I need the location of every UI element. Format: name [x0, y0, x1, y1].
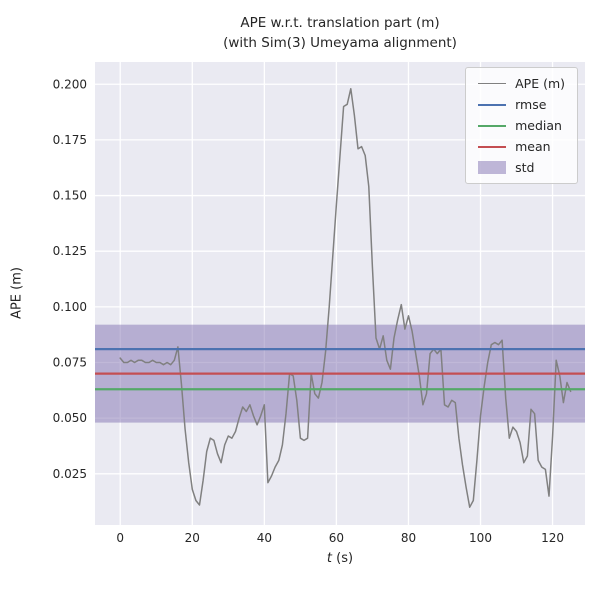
legend-label: median [515, 118, 562, 133]
y-tick-label: 0.050 [53, 411, 87, 425]
x-tick-label: 80 [401, 531, 416, 545]
legend-item-median: median [478, 118, 565, 133]
y-tick-label: 0.150 [53, 189, 87, 203]
legend-item-mean: mean [478, 139, 565, 154]
y-tick-label: 0.025 [53, 467, 87, 481]
y-tick-label: 0.125 [53, 244, 87, 258]
y-tick-label: 0.175 [53, 133, 87, 147]
chart-subtitle: (with Sim(3) Umeyama alignment) [223, 35, 457, 52]
legend-label: rmse [515, 97, 547, 112]
y-tick-label: 0.200 [53, 77, 87, 91]
x-tick-label: 0 [116, 531, 124, 545]
legend-label: mean [515, 139, 551, 154]
legend-label: std [515, 160, 535, 175]
x-axis-label-unit: (s) [332, 551, 354, 566]
y-tick-label: 0.075 [53, 356, 87, 370]
legend-item-ape-m: APE (m) [478, 76, 565, 91]
ape-line [119, 87, 572, 508]
x-tick-label: 100 [469, 531, 492, 545]
legend-swatch-band [478, 161, 507, 174]
y-axis-label: APE (m) [9, 267, 25, 319]
legend-label: APE (m) [515, 76, 565, 91]
legend: APE (m) rmse median mean std [465, 67, 578, 184]
legend-swatch-line [478, 103, 507, 106]
x-tick-label: 120 [541, 531, 564, 545]
legend-swatch-line [478, 83, 507, 84]
chart-title-block: APE w.r.t. translation part (m) (with Si… [95, 13, 585, 54]
legend-item-rmse: rmse [478, 97, 565, 112]
legend-item-std: std [478, 160, 565, 175]
legend-swatch-line [478, 124, 507, 127]
legend-swatch-line [478, 145, 507, 148]
y-tick-label: 0.100 [53, 300, 87, 314]
x-tick-label: 40 [257, 531, 272, 545]
x-axis-label: t (s) [95, 551, 585, 566]
x-tick-label: 20 [185, 531, 200, 545]
x-axis-label-var: t [326, 551, 333, 566]
x-tick-label: 60 [329, 531, 344, 545]
chart-title: APE w.r.t. translation part (m) [240, 15, 440, 31]
